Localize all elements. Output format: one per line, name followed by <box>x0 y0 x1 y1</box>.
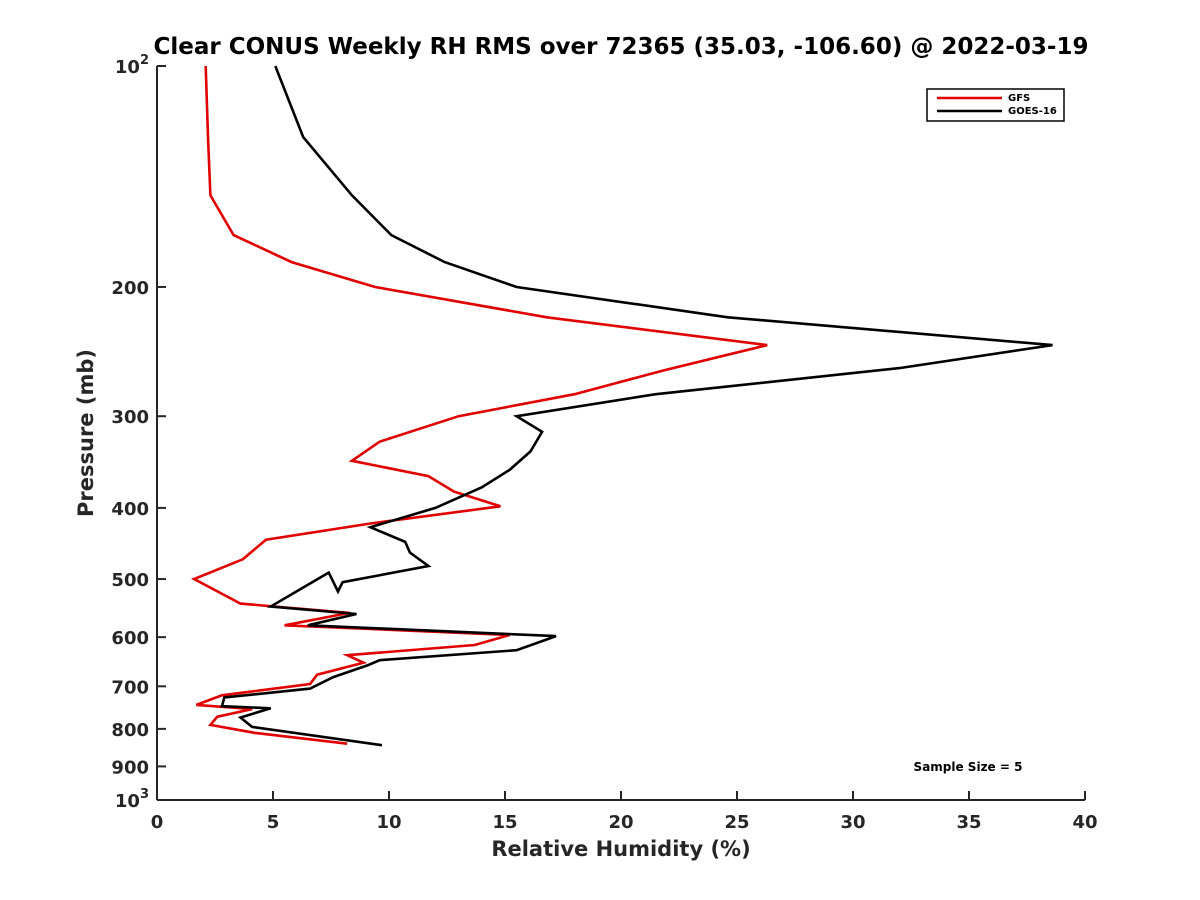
y-tick-label-base: 800 <box>111 720 149 741</box>
x-tick-label: 40 <box>1072 812 1097 833</box>
y-tick-label-base: 400 <box>111 499 149 520</box>
y-tick-label-base: 200 <box>111 278 149 299</box>
x-tick-label: 35 <box>956 812 981 833</box>
x-tick-label: 0 <box>151 812 164 833</box>
series-line-gfs <box>191 65 768 745</box>
y-tick-label: 103 <box>115 787 149 812</box>
legend-label-goes16: GOES-16 <box>1008 106 1057 117</box>
legend-label-gfs: GFS <box>1008 93 1030 104</box>
y-axis-label: Pressure (mb) <box>74 349 98 517</box>
y-tick-label-base: 300 <box>111 407 149 428</box>
x-tick-label: 5 <box>267 812 280 833</box>
y-tick-label-base: 500 <box>111 570 149 591</box>
x-tick-label: 10 <box>376 812 401 833</box>
y-tick-label: 400 <box>111 499 149 520</box>
sample-size-annotation: Sample Size = 5 <box>914 760 1023 774</box>
y-tick-label: 300 <box>111 407 149 428</box>
x-tick-label: 20 <box>608 812 633 833</box>
x-tick-label: 15 <box>492 812 517 833</box>
y-tick-label-base: 10 <box>115 791 140 812</box>
y-tick-label-exponent: 2 <box>140 53 149 68</box>
x-tick-label: 30 <box>840 812 865 833</box>
y-tick-label: 700 <box>111 677 149 698</box>
legend-box <box>926 88 1065 122</box>
y-tick-label: 900 <box>111 757 149 778</box>
plot-area: 0 5 10 15 20 25 30 35 40 10220030040050060070080… <box>111 53 1097 833</box>
x-axis-ticks: 0 5 10 15 20 25 30 35 40 <box>151 791 1098 833</box>
y-tick-label: 200 <box>111 278 149 299</box>
y-tick-label: 500 <box>111 570 149 591</box>
y-tick-label-base: 900 <box>111 757 149 778</box>
legend: GFS GOES-16 <box>926 88 1065 122</box>
series-lines <box>191 65 1053 747</box>
y-tick-label: 800 <box>111 720 149 741</box>
y-tick-label-base: 600 <box>111 628 149 649</box>
y-tick-label-base: 10 <box>115 57 140 78</box>
x-tick-label: 25 <box>724 812 749 833</box>
y-tick-label-exponent: 3 <box>140 787 149 802</box>
x-axis-label: Relative Humidity (%) <box>491 837 750 861</box>
y-tick-label: 600 <box>111 628 149 649</box>
y-tick-label: 102 <box>115 53 149 78</box>
y-tick-label-base: 700 <box>111 677 149 698</box>
series-line-goes16 <box>220 65 1053 747</box>
chart-title: Clear CONUS Weekly RH RMS over 72365 (35… <box>154 34 1089 60</box>
